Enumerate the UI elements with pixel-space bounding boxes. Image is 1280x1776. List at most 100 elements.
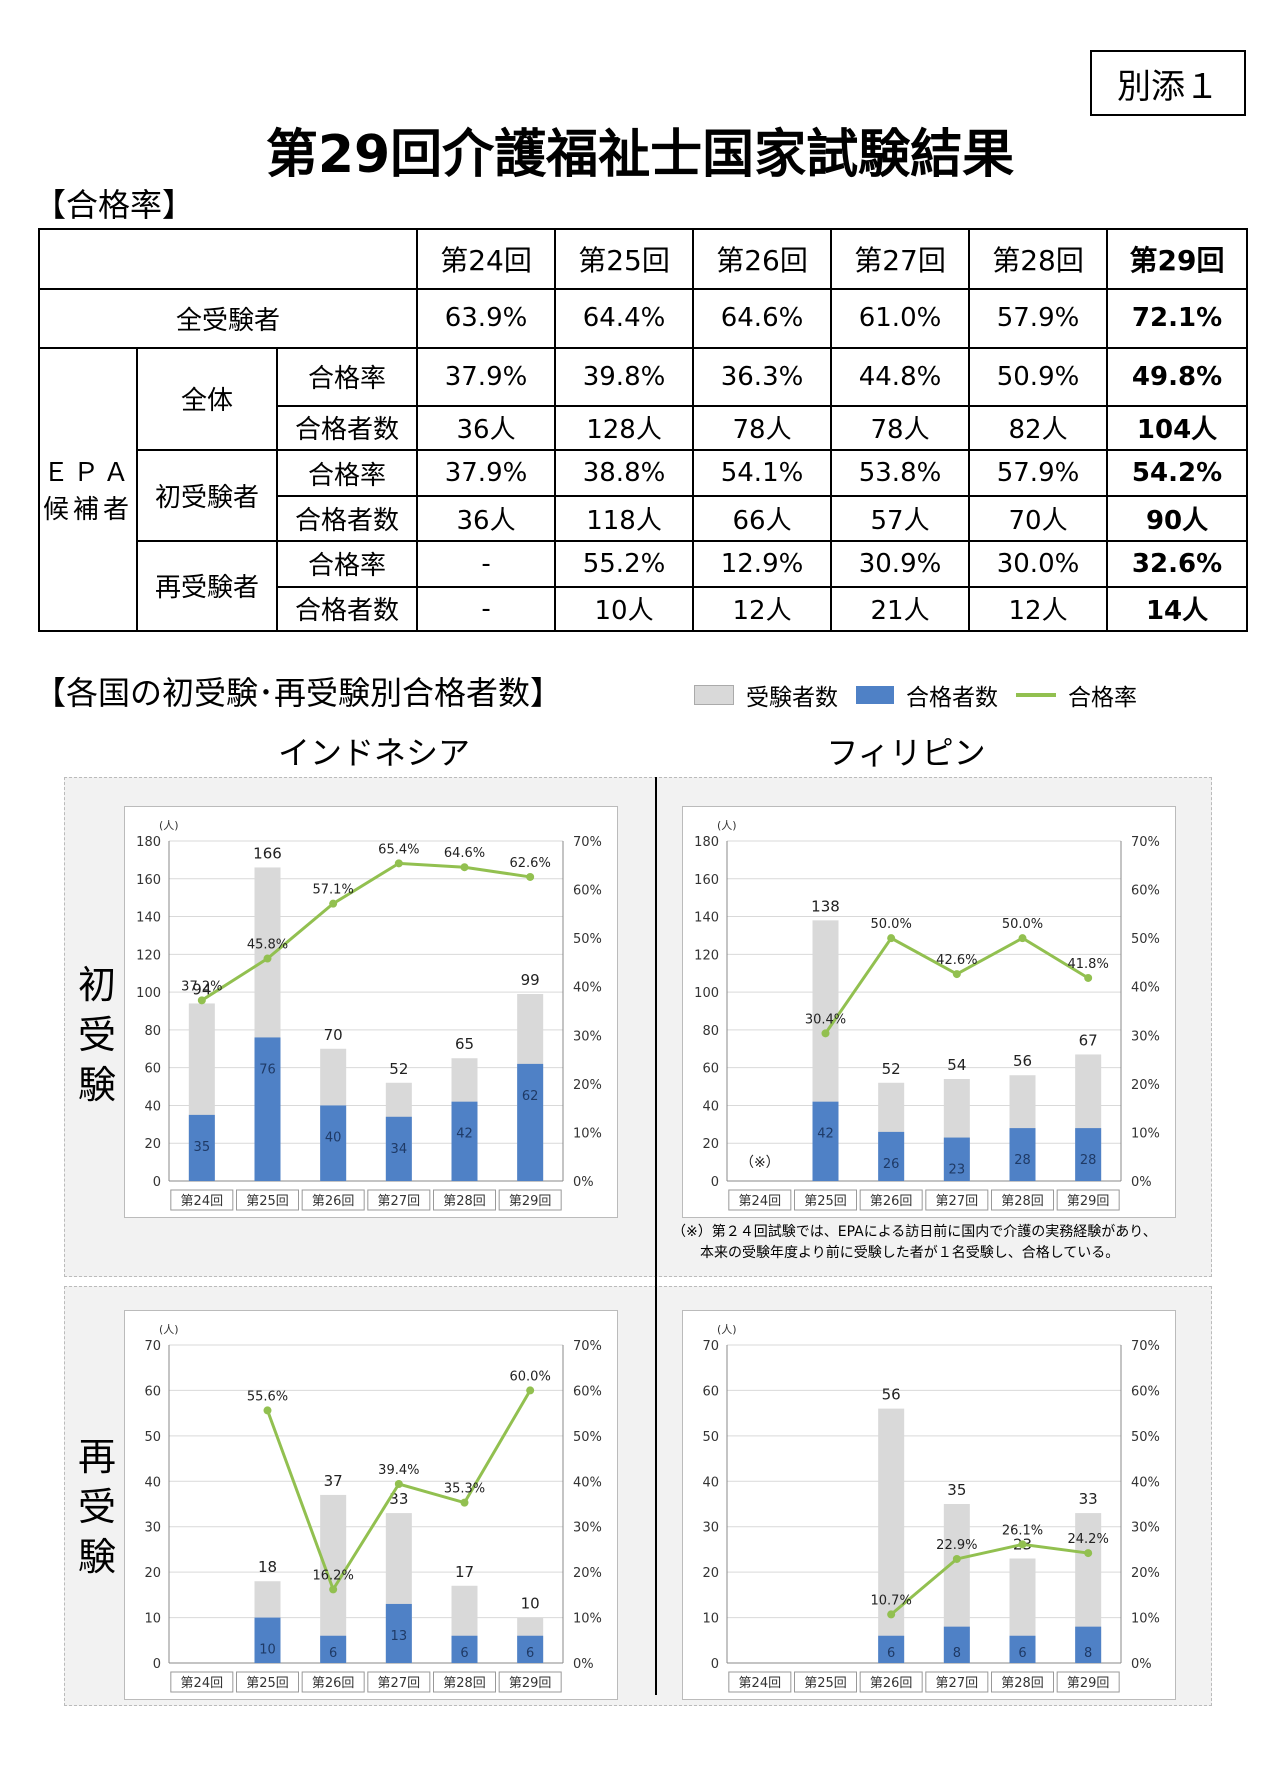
- table-cell: 39.8%: [554, 346, 695, 407]
- chart-indonesia-retake: 0 10 20 30 40 50 60 70 0% 10% 20% 30% 40% 50% 60% 70% (人…: [124, 1310, 618, 1700]
- table-row: ＥＰＡ候補者 全体 合格率 37.9% 39.8% 36.3% 44.8% 50…: [38, 346, 1249, 633]
- y2-tick-label: 40%: [1131, 981, 1160, 996]
- bar-label-passers: 10: [259, 1643, 276, 1658]
- x-tick-label: 第28回: [443, 1676, 486, 1691]
- table-cell: 57.9%: [968, 288, 1109, 349]
- table-cell: 54.2%: [1106, 449, 1249, 498]
- rate-label: 24.2%: [1068, 1532, 1109, 1547]
- row-label-retake: 再受験: [77, 1435, 116, 1579]
- x-tick-label: 第29回: [1067, 1676, 1110, 1691]
- bar-passers: [254, 1037, 281, 1181]
- chart-svg: 0 20 40 60 80 100 120 140 160 180 0% 10% 20% 30% 40% 50…: [694, 819, 1160, 1211]
- table-cell: 78人: [692, 404, 833, 452]
- bar-examinees: [878, 1408, 905, 1663]
- table-cell: 44.8%: [830, 346, 971, 407]
- y-tick-label: 100: [694, 986, 719, 1001]
- bar-label-examinees: 138: [811, 897, 840, 915]
- table-cell: 14人: [1106, 585, 1249, 633]
- bar-label-passers: 8: [1084, 1646, 1092, 1661]
- y-tick-label: 100: [136, 986, 161, 1001]
- bar-label-examinees: 37: [324, 1472, 343, 1490]
- y-tick-label: 120: [136, 948, 161, 963]
- page-title: 第29回介護福祉士国家試験結果: [265, 125, 1015, 185]
- y-tick-label: 20: [144, 1566, 161, 1581]
- rate-label: 10.7%: [871, 1593, 912, 1608]
- x-tick-label: 第28回: [1001, 1676, 1044, 1691]
- table-cell: 118人: [554, 495, 695, 542]
- table-cell: 64.4%: [554, 288, 695, 349]
- y-tick-label: 70: [702, 1339, 719, 1354]
- bar-passers: [1075, 1128, 1102, 1181]
- x-tick-box: [367, 1671, 431, 1693]
- bar-label-passers: 6: [329, 1646, 337, 1661]
- y2-tick-label: 60%: [573, 884, 602, 899]
- unit-label: (人): [717, 1323, 737, 1336]
- x-tick-label: 第27回: [936, 1676, 979, 1691]
- footnote-line: 本来の受験年度より前に受験した者が１名受験し、合格している。: [700, 1245, 1120, 1261]
- x-tick-label: 第25回: [246, 1194, 289, 1209]
- row-label: 合格率: [275, 539, 419, 588]
- y2-tick-label: 20%: [1131, 1078, 1160, 1093]
- table-cell: -: [416, 585, 557, 633]
- footnote-line: （※）第２４回試験では、EPAによる訪日前に国内で介護の実務経験があり、: [672, 1224, 1157, 1240]
- annotation-mark: （※）: [740, 1155, 780, 1171]
- bar-passers: [320, 1635, 347, 1663]
- y2-tick-label: 50%: [1131, 932, 1160, 947]
- table-cell: 78人: [830, 404, 971, 452]
- table-row: 再受験者 合格率 - 55.2% 12.9% 30.9% 30.0% 32.6%: [39, 539, 1249, 633]
- rate-point: [263, 954, 272, 963]
- x-tick-label: 第26回: [312, 1194, 355, 1209]
- rate-point: [887, 934, 896, 943]
- bar-label-passers: 23: [949, 1163, 966, 1178]
- y-tick-label: 60: [144, 1384, 161, 1399]
- table-cell: 104人: [1106, 404, 1249, 452]
- y-tick-label: 30: [144, 1521, 161, 1536]
- table-cell: 38.8%: [554, 449, 695, 498]
- x-tick-label: 第24回: [181, 1676, 224, 1691]
- table-cell: 10人: [554, 585, 695, 633]
- rate-label: 45.8%: [247, 938, 288, 953]
- rate-point: [329, 899, 338, 908]
- y-tick-label: 180: [694, 835, 719, 850]
- table-cell: 12人: [968, 585, 1109, 633]
- bar-label-examinees: 33: [1079, 1490, 1098, 1508]
- bar-label-examinees: 166: [253, 844, 282, 862]
- y2-tick-label: 60%: [1131, 884, 1160, 899]
- x-tick-box: [433, 1189, 496, 1211]
- rate-point: [263, 1406, 272, 1415]
- y-tick-label: 60: [144, 1062, 161, 1077]
- bar-label-passers: 26: [883, 1157, 900, 1172]
- y2-tick-label: 0%: [1131, 1175, 1152, 1190]
- x-tick-label: 第27回: [378, 1676, 421, 1691]
- bar-passers: [1075, 1626, 1102, 1663]
- x-tick-label: 第28回: [443, 1194, 486, 1209]
- bar-label-passers: 13: [391, 1629, 408, 1644]
- table-cell: 30.9%: [830, 539, 971, 588]
- y2-tick-label: 20%: [1131, 1566, 1160, 1581]
- bar-label-examinees: 52: [389, 1060, 408, 1078]
- y-tick-label: 20: [702, 1566, 719, 1581]
- bar-label-examinees: 18: [258, 1558, 277, 1576]
- table-cell: 72.1%: [1106, 288, 1249, 349]
- bar-label-passers: 35: [194, 1140, 211, 1155]
- bar-label-examinees: 94: [192, 980, 211, 998]
- x-tick-box: [170, 1189, 234, 1211]
- bar-label-passers: 28: [1014, 1153, 1031, 1168]
- bar-label-passers: 40: [325, 1130, 342, 1145]
- rate-label: 50.0%: [1002, 917, 1043, 932]
- legend-label: 合格者数: [906, 685, 998, 711]
- bar-passers: [451, 1635, 478, 1663]
- table-cell: 50.9%: [968, 346, 1109, 407]
- x-tick-box: [498, 1671, 562, 1693]
- y2-tick-label: 40%: [573, 981, 602, 996]
- annex-label: 別添１: [1090, 50, 1246, 116]
- pass-rate-heading: 【合格率】: [34, 186, 195, 224]
- x-tick-box: [859, 1189, 923, 1211]
- y2-tick-label: 30%: [1131, 1029, 1160, 1044]
- table-cell: 54.1%: [692, 449, 833, 498]
- group-label: 再受験者: [136, 539, 278, 633]
- rate-label: 26.1%: [1002, 1523, 1043, 1538]
- chart-svg: 0 20 40 60 80 100 120 140 160 180 0% 10% 20% 30% 40% 50…: [136, 819, 602, 1211]
- unit-label: (人): [159, 1323, 179, 1336]
- y2-tick-label: 70%: [1131, 1339, 1160, 1354]
